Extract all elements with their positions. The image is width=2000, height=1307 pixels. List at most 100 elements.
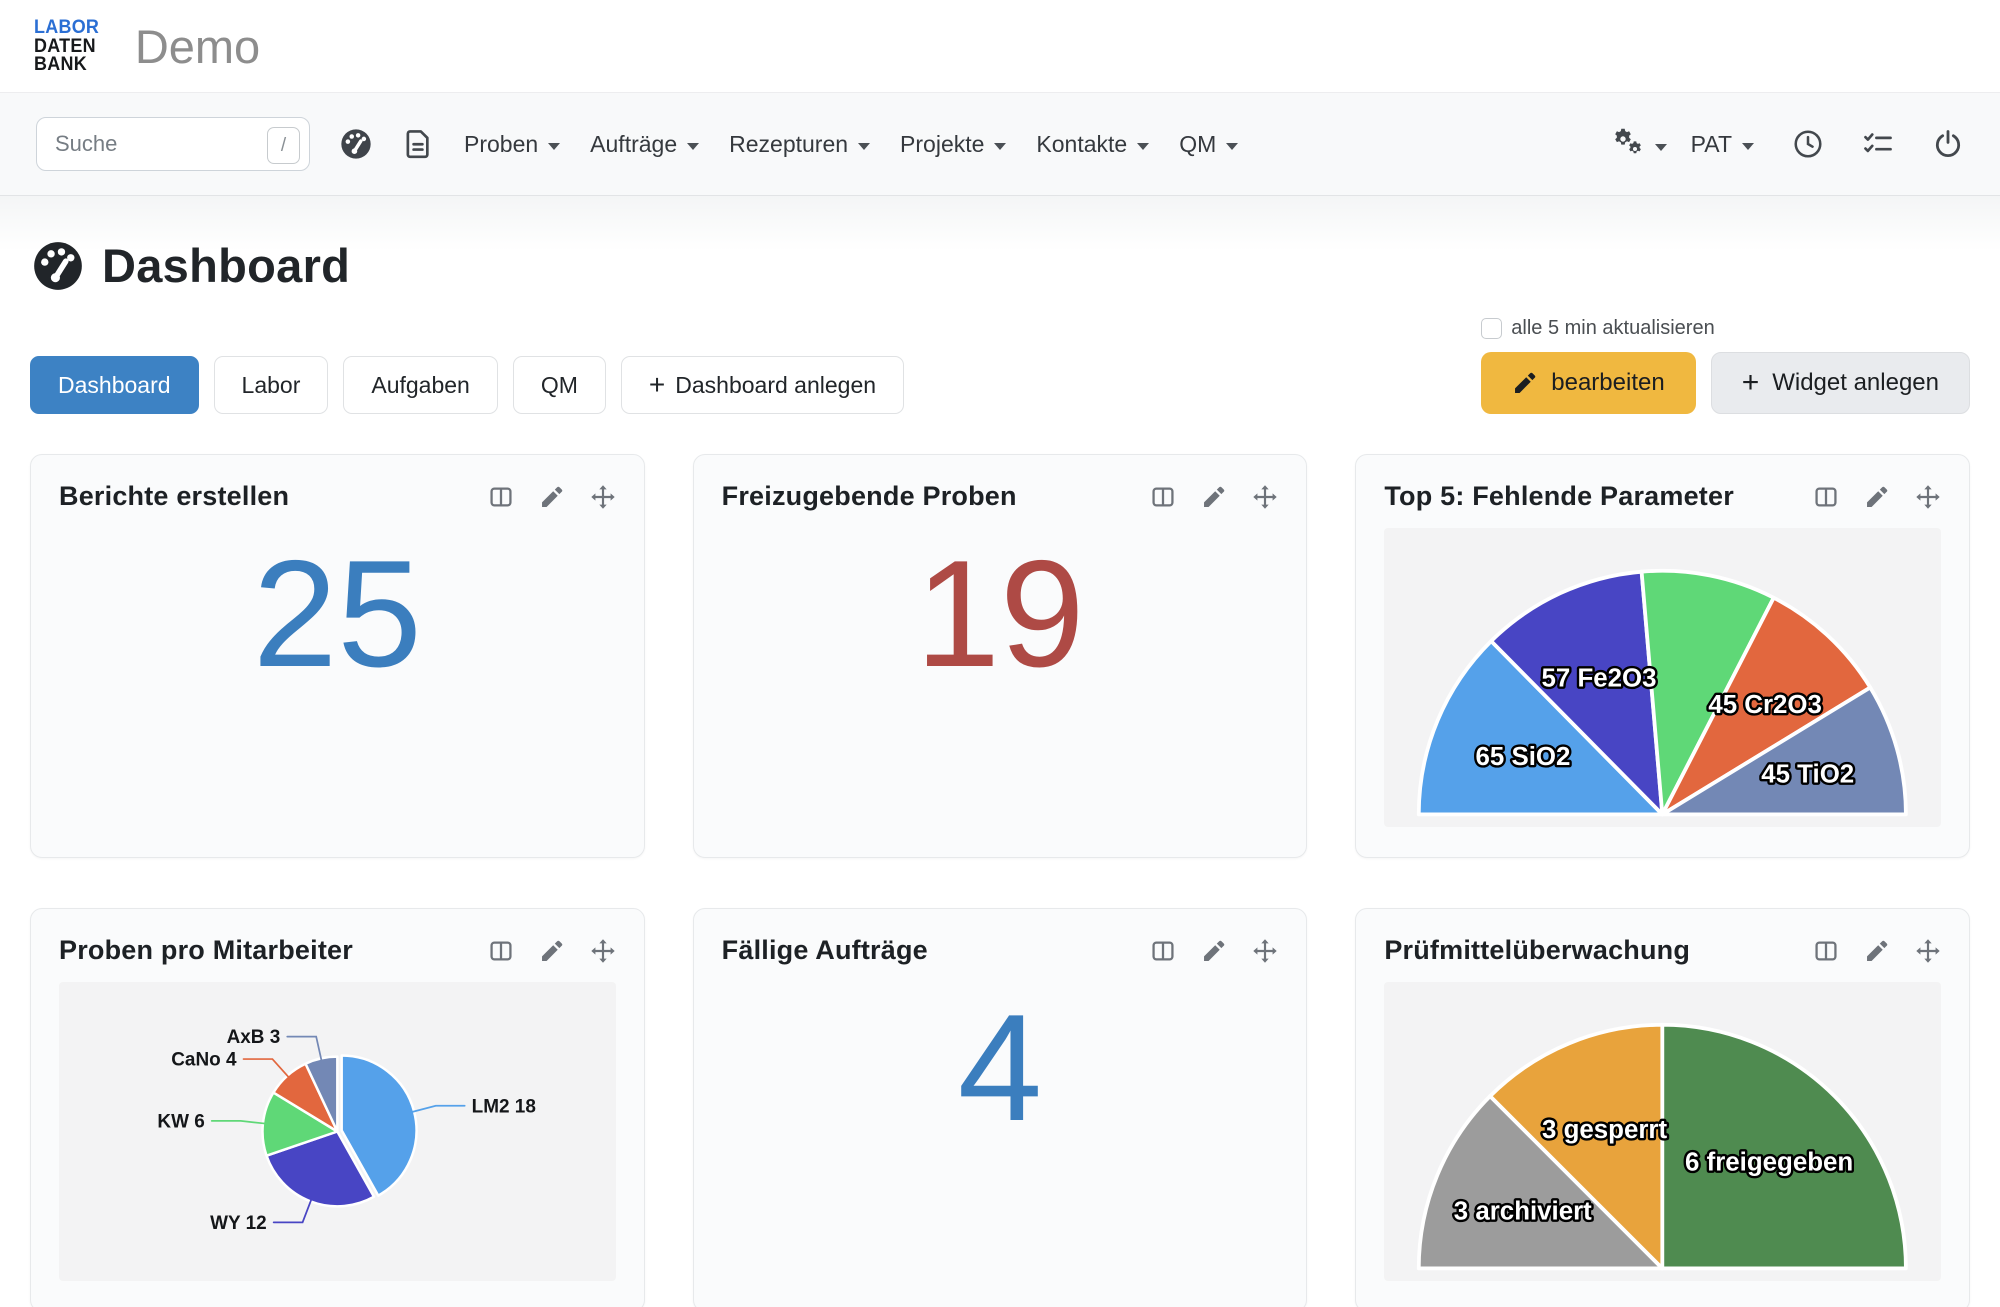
chevron-down-icon bbox=[858, 142, 871, 150]
history-clock-icon[interactable] bbox=[1792, 128, 1824, 160]
chart-plot-area: 65 SiO2 57 Fe2O3 45 Cr2O3 45 TiO2 bbox=[1384, 528, 1941, 827]
edit-pencil-icon[interactable] bbox=[1864, 938, 1890, 964]
menu-proben[interactable]: Proben bbox=[464, 130, 561, 158]
create-widget-button[interactable]: + Widget anlegen bbox=[1710, 352, 1970, 414]
search-input[interactable] bbox=[36, 117, 310, 171]
svg-text:3 archiviert: 3 archiviert bbox=[1454, 1198, 1592, 1226]
menu-projekte[interactable]: Projekte bbox=[900, 130, 1007, 158]
tab-labor[interactable]: Labor bbox=[213, 356, 329, 414]
svg-text:45 Cr2O3: 45 Cr2O3 bbox=[1709, 691, 1823, 719]
menu-proben-label: Proben bbox=[464, 130, 539, 157]
logo-line-1: LABOR bbox=[34, 16, 100, 39]
widget-title: Proben pro Mitarbeiter bbox=[59, 935, 353, 965]
move-icon[interactable] bbox=[590, 938, 616, 964]
dashboard-gauge-icon[interactable] bbox=[340, 128, 372, 160]
main-navbar: / Proben Aufträge Rezepturen Projekte Ko… bbox=[0, 92, 2000, 196]
widget-title: Top 5: Fehlende Parameter bbox=[1384, 481, 1734, 511]
logo-line-2: DATEN bbox=[34, 34, 96, 57]
edit-dashboard-button[interactable]: bearbeiten bbox=[1481, 352, 1696, 414]
tab-qm-label: QM bbox=[540, 371, 578, 398]
logo-line-3: BANK bbox=[34, 53, 87, 76]
svg-text:6 freigegeben: 6 freigegeben bbox=[1685, 1149, 1853, 1177]
widget-berichte-erstellen: Berichte erstellen 25 bbox=[30, 454, 645, 858]
columns-icon[interactable] bbox=[488, 938, 514, 964]
widget-value: 25 bbox=[252, 529, 422, 699]
menu-projekte-label: Projekte bbox=[900, 130, 985, 157]
chevron-down-icon bbox=[687, 142, 700, 150]
dashboard-tabs: Dashboard Labor Aufgaben QM + Dashboard … bbox=[30, 356, 905, 414]
tab-aufgaben-label: Aufgaben bbox=[371, 371, 470, 398]
edit-pencil-icon[interactable] bbox=[539, 484, 565, 510]
logout-power-icon[interactable] bbox=[1932, 128, 1964, 160]
columns-icon[interactable] bbox=[488, 484, 514, 510]
menu-rezepturen[interactable]: Rezepturen bbox=[729, 131, 871, 158]
pencil-icon bbox=[1512, 370, 1538, 396]
chevron-down-icon bbox=[548, 142, 561, 150]
svg-text:65 SiO2: 65 SiO2 bbox=[1476, 743, 1571, 771]
menu-kontakte-label: Kontakte bbox=[1036, 130, 1128, 157]
svg-text:57 Fe2O3: 57 Fe2O3 bbox=[1542, 664, 1657, 692]
half-pie-chart: 3 archiviert 3 gesperrt 6 freigegeben bbox=[1417, 1022, 1909, 1271]
svg-text:CaNo 4: CaNo 4 bbox=[171, 1050, 237, 1071]
edit-pencil-icon[interactable] bbox=[1201, 484, 1227, 510]
user-menu[interactable]: PAT bbox=[1691, 131, 1754, 158]
tab-dashboard-label: Dashboard bbox=[58, 371, 171, 398]
tab-labor-label: Labor bbox=[241, 371, 301, 398]
move-icon[interactable] bbox=[1915, 938, 1941, 964]
app-logo[interactable]: LABOR DATEN BANK bbox=[34, 18, 99, 74]
widget-faellige-auftraege: Fällige Aufträge 4 bbox=[692, 908, 1308, 1307]
create-dashboard-button[interactable]: + Dashboard anlegen bbox=[620, 356, 905, 414]
menu-kontakte[interactable]: Kontakte bbox=[1036, 130, 1150, 158]
search-shortcut-key: / bbox=[267, 127, 300, 164]
menu-qm[interactable]: QM bbox=[1179, 130, 1239, 158]
auto-refresh-control: alle 5 min aktualisieren bbox=[1481, 317, 1715, 340]
dashboard-gauge-icon bbox=[32, 240, 84, 292]
columns-icon[interactable] bbox=[1813, 938, 1839, 964]
workspace-name: Demo bbox=[134, 19, 261, 73]
widget-title: Freizugebende Proben bbox=[721, 481, 1017, 511]
chevron-down-icon bbox=[1137, 142, 1150, 150]
move-icon[interactable] bbox=[1252, 938, 1278, 964]
main-content: Dashboard Dashboard Labor Aufgaben QM + … bbox=[0, 196, 2000, 1307]
columns-icon[interactable] bbox=[1150, 484, 1176, 510]
move-icon[interactable] bbox=[590, 484, 616, 510]
gear-icon-small bbox=[1626, 140, 1644, 158]
edit-dashboard-label: bearbeiten bbox=[1551, 369, 1665, 396]
tab-qm[interactable]: QM bbox=[512, 356, 606, 414]
edit-pencil-icon[interactable] bbox=[1864, 484, 1890, 510]
svg-text:AxB 3: AxB 3 bbox=[227, 1027, 281, 1048]
widget-grid: Berichte erstellen 25 Freizugebende Prob… bbox=[30, 454, 1970, 1307]
task-list-icon[interactable] bbox=[1862, 128, 1894, 160]
menu-auftraege-label: Aufträge bbox=[590, 130, 678, 157]
columns-icon[interactable] bbox=[1813, 484, 1839, 510]
chevron-down-icon bbox=[1226, 142, 1239, 150]
auto-refresh-checkbox[interactable] bbox=[1481, 318, 1503, 339]
move-icon[interactable] bbox=[1252, 484, 1278, 510]
search-box: / bbox=[36, 117, 310, 171]
document-icon[interactable] bbox=[402, 128, 434, 160]
chart-plot-area: 3 archiviert 3 gesperrt 6 freigegeben bbox=[1384, 982, 1941, 1281]
svg-text:3 gesperrt: 3 gesperrt bbox=[1542, 1116, 1667, 1144]
widget-value: 19 bbox=[915, 529, 1085, 699]
chevron-down-icon bbox=[994, 142, 1007, 150]
tab-dashboard[interactable]: Dashboard bbox=[30, 356, 199, 414]
widget-freizugebende-proben: Freizugebende Proben 19 bbox=[692, 454, 1308, 858]
app-header: LABOR DATEN BANK Demo bbox=[0, 0, 2000, 92]
half-pie-chart: 65 SiO2 57 Fe2O3 45 Cr2O3 45 TiO2 bbox=[1417, 568, 1909, 817]
edit-pencil-icon[interactable] bbox=[539, 938, 565, 964]
widget-pruefmittelueberwachung: Prüfmittelüberwachung 3 archiviert 3 gesp… bbox=[1355, 908, 1970, 1307]
widget-title: Prüfmittelüberwachung bbox=[1384, 935, 1691, 965]
menu-qm-label: QM bbox=[1179, 130, 1217, 157]
svg-text:KW 6: KW 6 bbox=[157, 1111, 204, 1132]
chevron-down-icon bbox=[1654, 144, 1667, 151]
page-title: Dashboard bbox=[102, 239, 351, 292]
columns-icon[interactable] bbox=[1150, 938, 1176, 964]
widget-fehlende-parameter: Top 5: Fehlende Parameter 65 SiO2 57 Fe2O… bbox=[1355, 454, 1970, 858]
menu-auftraege[interactable]: Aufträge bbox=[590, 130, 700, 158]
move-icon[interactable] bbox=[1915, 484, 1941, 510]
svg-text:WY 12: WY 12 bbox=[210, 1213, 267, 1234]
edit-pencil-icon[interactable] bbox=[1201, 938, 1227, 964]
settings-gears-menu[interactable] bbox=[1611, 127, 1667, 161]
chart-plot-area: LM2 18 WY 12 KW 6 CaNo 4 AxB 3 bbox=[59, 982, 616, 1281]
tab-aufgaben[interactable]: Aufgaben bbox=[343, 356, 498, 414]
